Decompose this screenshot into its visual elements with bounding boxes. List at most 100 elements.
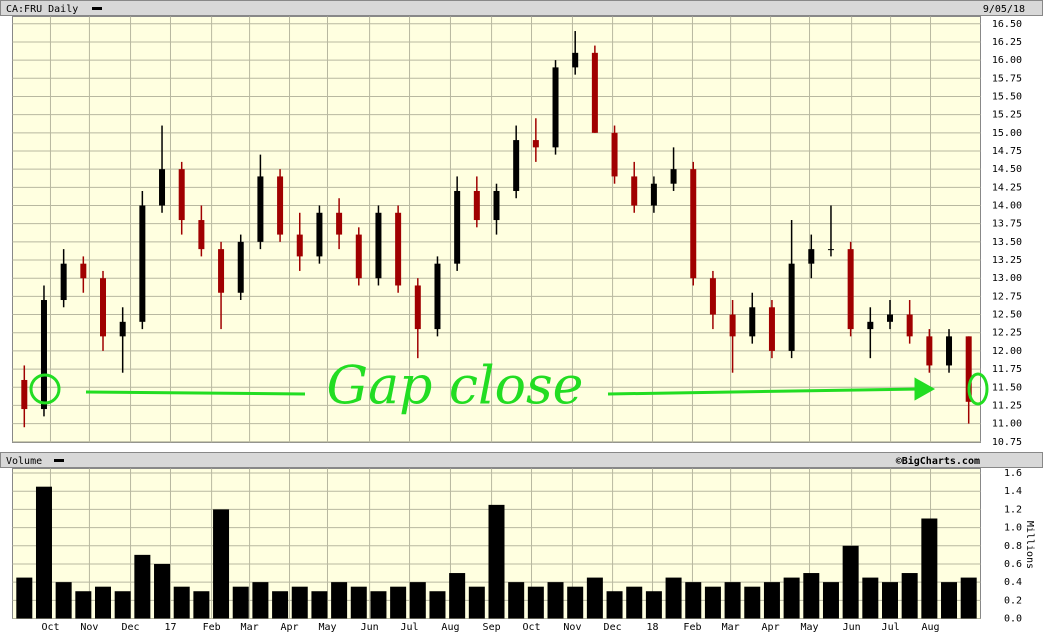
- annotation-arrow: [607, 387, 921, 396]
- volume-bar: [449, 573, 466, 619]
- volume-bar: [921, 518, 938, 619]
- candle-body: [414, 285, 421, 330]
- volume-bar: [331, 582, 348, 619]
- volume-bar: [881, 582, 898, 619]
- x-tick-label: 18: [646, 622, 658, 633]
- volume-bar: [370, 591, 387, 619]
- candle-body: [277, 176, 284, 235]
- candle-body: [631, 176, 638, 206]
- y-tick-label: 0.8: [1004, 541, 1022, 552]
- y-tick-label: 1.6: [1004, 468, 1022, 479]
- y-tick-label: 10.75: [992, 437, 1022, 448]
- candle-body: [119, 321, 126, 337]
- y-tick-label: 15.50: [992, 91, 1022, 102]
- y-tick-label: 14.75: [992, 146, 1022, 157]
- volume-bar: [960, 577, 977, 619]
- volume-bar: [547, 582, 564, 619]
- y-tick-label: 15.75: [992, 73, 1022, 84]
- volume-bar: [390, 586, 407, 619]
- volume-bar: [232, 586, 249, 619]
- candle-body: [355, 234, 362, 279]
- candle-body: [788, 263, 795, 351]
- y-tick-label: 15.00: [992, 128, 1022, 139]
- x-tick-label: 17: [164, 622, 176, 633]
- candle-body: [690, 169, 697, 279]
- annotation-line: [85, 390, 306, 396]
- annotation-circle: [29, 373, 61, 405]
- volume-bar: [744, 586, 761, 619]
- candle-body: [336, 212, 343, 235]
- candle-body: [926, 336, 933, 366]
- y-tick-label: 13.75: [992, 219, 1022, 230]
- y-tick-label: 0.2: [1004, 595, 1022, 606]
- x-tick-label: Jun: [361, 622, 379, 633]
- x-tick-label: Feb: [203, 622, 221, 633]
- candle-body: [296, 234, 303, 257]
- volume-bar: [508, 582, 525, 619]
- y-tick-label: 1.2: [1004, 504, 1022, 515]
- volume-bar: [350, 586, 367, 619]
- volume-bar: [16, 577, 33, 619]
- y-tick-label: 12.00: [992, 346, 1022, 357]
- volume-bar: [862, 577, 879, 619]
- x-tick-label: Oct: [522, 622, 540, 633]
- chart-date: 9/05/18: [983, 4, 1025, 15]
- volume-bar: [704, 586, 721, 619]
- price-header: [0, 0, 1043, 16]
- candle-body: [139, 205, 146, 322]
- volume-bar: [272, 591, 289, 619]
- candle-body: [965, 336, 972, 402]
- volume-bar: [567, 586, 584, 619]
- volume-bar: [645, 591, 662, 619]
- y-tick-label: 16.25: [992, 37, 1022, 48]
- candle-body: [513, 140, 520, 191]
- volume-bar: [822, 582, 839, 619]
- x-tick-label: Nov: [80, 622, 98, 633]
- volume-bar: [35, 486, 52, 619]
- y-tick-label: 13.00: [992, 273, 1022, 284]
- candle-body: [21, 379, 28, 410]
- y-tick-label: 12.25: [992, 328, 1022, 339]
- x-tick-label: May: [318, 622, 336, 633]
- candle-body: [572, 52, 579, 68]
- annotation: [29, 372, 989, 406]
- candle-body: [316, 212, 323, 257]
- candle-body: [906, 314, 913, 337]
- volume-bar: [606, 591, 623, 619]
- y-tick-label: 12.75: [992, 291, 1022, 302]
- candle-body: [375, 212, 382, 279]
- y-tick-label: 1.4: [1004, 486, 1022, 497]
- volume-bar: [488, 504, 505, 619]
- candle-body: [159, 169, 166, 206]
- arrow-head: [914, 377, 936, 401]
- volume-bar: [901, 573, 918, 619]
- candle-body: [827, 249, 834, 251]
- x-tick-label: Apr: [280, 622, 298, 633]
- volume-bar: [114, 591, 131, 619]
- candle-body: [729, 314, 736, 337]
- x-tick-label: Dec: [122, 622, 140, 633]
- volume-bar: [55, 582, 72, 619]
- y-tick-label: 14.50: [992, 164, 1022, 175]
- candle-body: [493, 190, 500, 221]
- candle-body: [473, 190, 480, 221]
- y-tick-label: 0.4: [1004, 577, 1022, 588]
- volume-bar: [763, 582, 780, 619]
- candle-body: [670, 169, 677, 184]
- x-tick-label: Jul: [882, 622, 900, 633]
- candle-body: [946, 336, 953, 366]
- volume-bar: [213, 509, 230, 619]
- volume-bar: [409, 582, 426, 619]
- x-tick-label: Aug: [441, 622, 459, 633]
- volume-bar: [724, 582, 741, 619]
- y-tick-label: 15.25: [992, 110, 1022, 121]
- y-tick-label: 13.25: [992, 255, 1022, 266]
- x-tick-label: Feb: [683, 622, 701, 633]
- chart-title: CA:FRU Daily: [6, 4, 78, 15]
- y-tick-label: 11.50: [992, 382, 1022, 393]
- volume-bar: [685, 582, 702, 619]
- x-tick-label: Sep: [483, 622, 501, 633]
- candle-body: [749, 307, 756, 337]
- volume-bar: [311, 591, 328, 619]
